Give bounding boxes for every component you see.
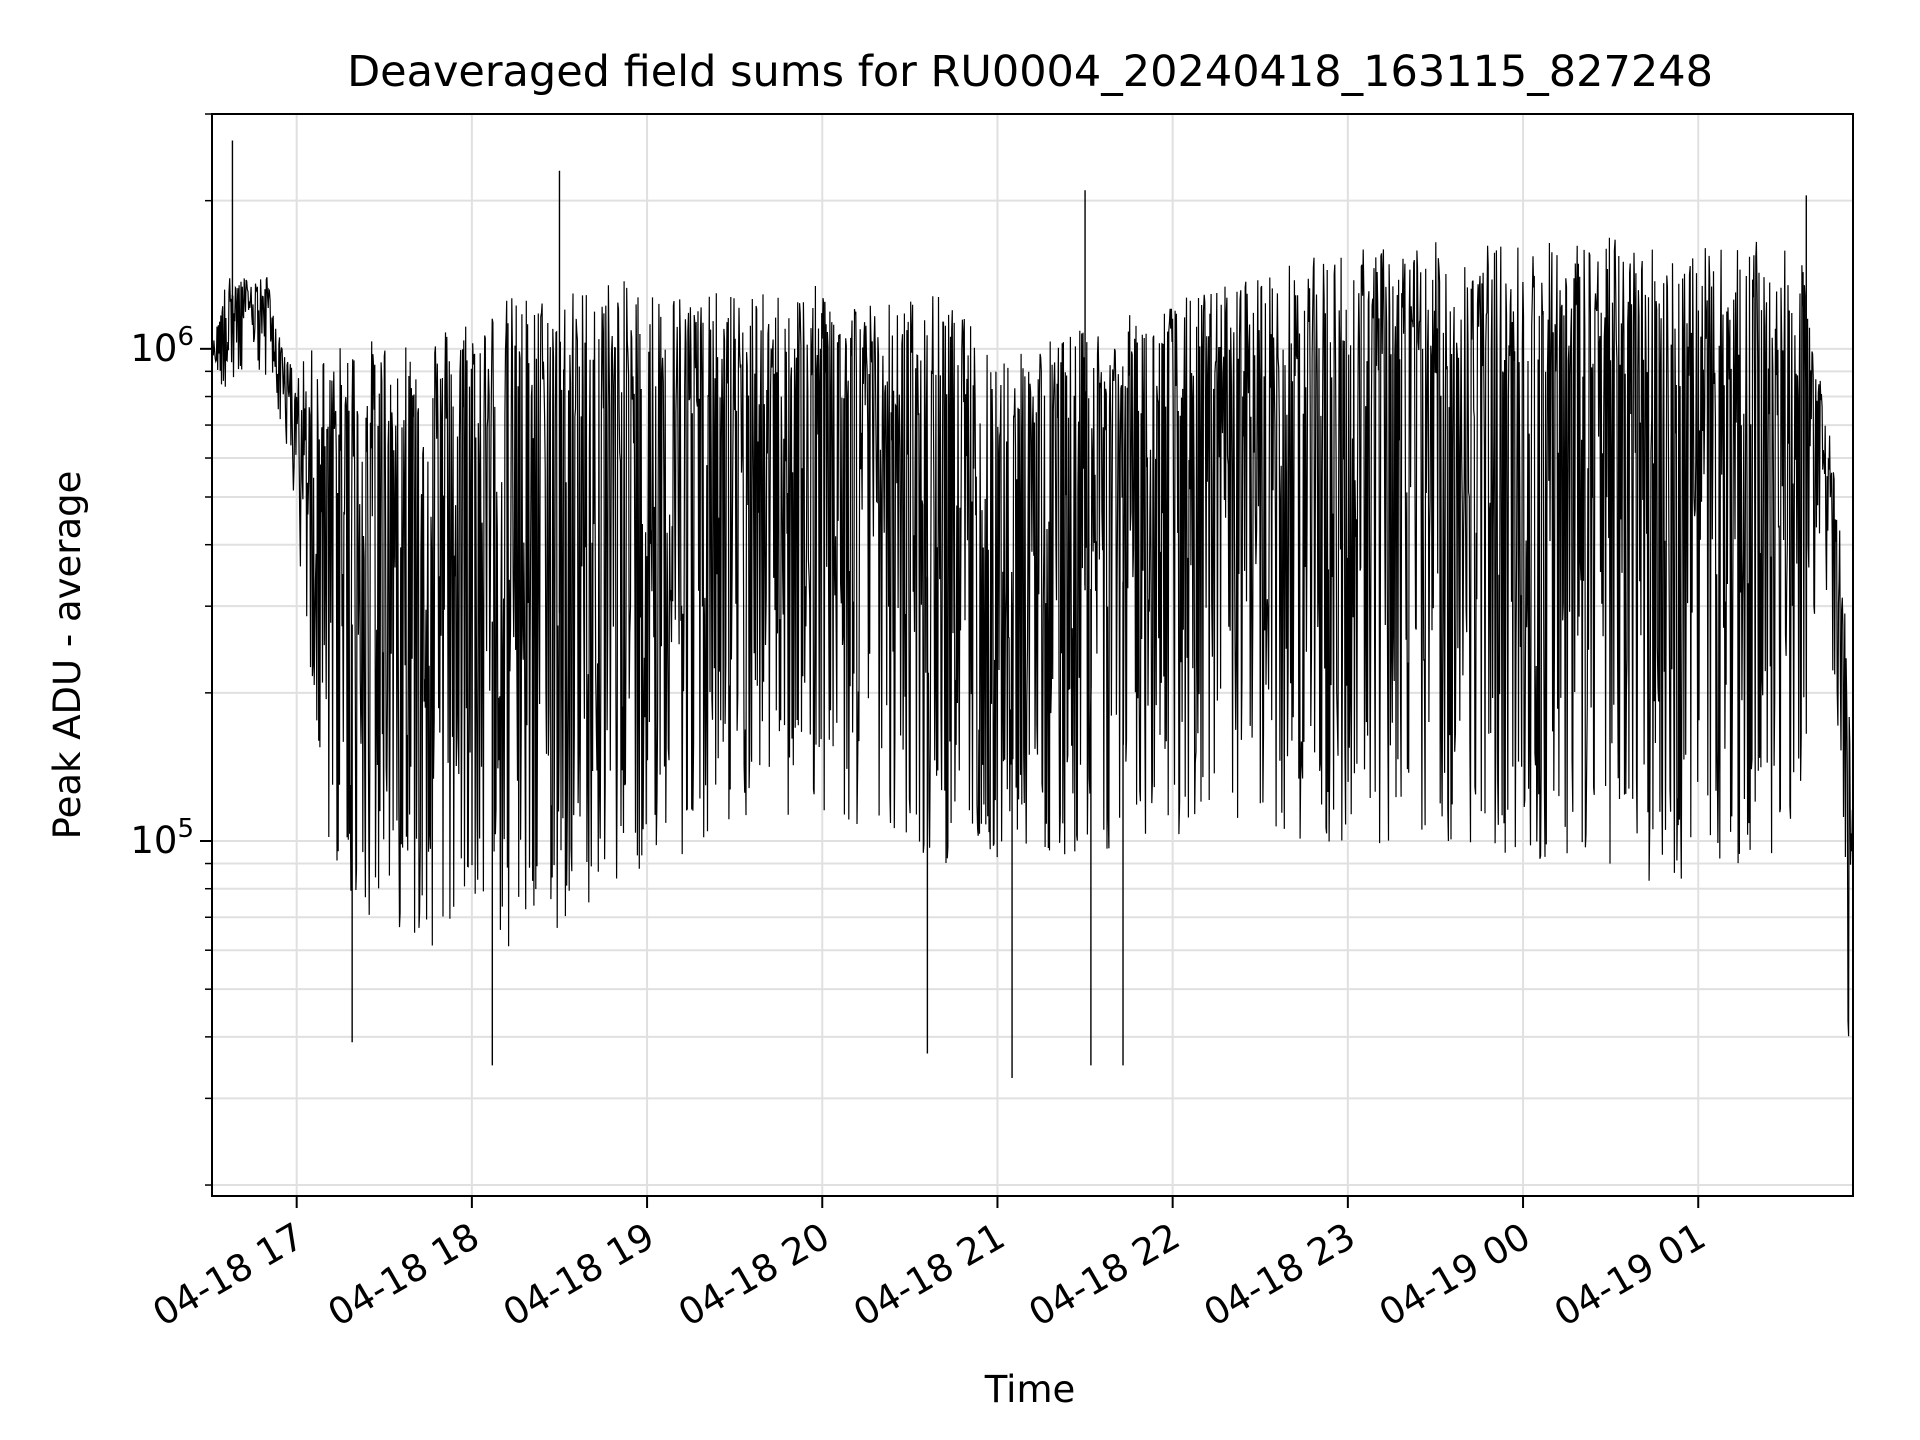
chart-title: Deaveraged field sums for RU0004_2024041… xyxy=(347,47,1713,97)
series-line xyxy=(211,140,1854,1165)
y-tick-label: 106 xyxy=(130,322,194,370)
y-axis: 105 106 xyxy=(130,113,212,1186)
y-axis-label: Peak ADU - average xyxy=(46,471,89,840)
series-trace xyxy=(211,237,1854,1037)
y-tick-label: 105 xyxy=(130,814,194,862)
x-axis-label: Time xyxy=(984,1368,1076,1411)
plot-frame xyxy=(211,113,1854,1197)
